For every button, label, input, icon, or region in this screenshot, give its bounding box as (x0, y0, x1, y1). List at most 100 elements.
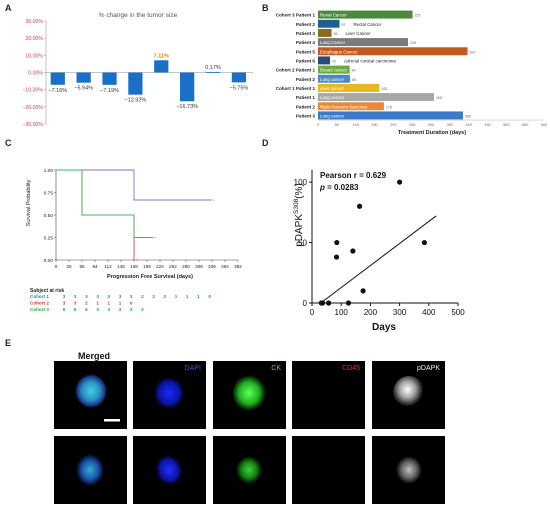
a-bar (50, 72, 65, 85)
risk-cell: 3 (85, 294, 88, 299)
b-patient-label: Patient 1 (296, 95, 316, 100)
d-scatter-point (333, 254, 340, 260)
d-y-tick-label: 50 (298, 239, 307, 248)
c-censor-mark: + (135, 258, 138, 263)
d-scatter-point (350, 248, 356, 254)
risk-cell: 2 (164, 294, 167, 299)
risk-cell: 3 (108, 307, 111, 312)
d-scatter-point (334, 239, 340, 246)
b-value-label: 397 (470, 50, 476, 54)
merged-column-title: Merged (78, 351, 111, 361)
risk-cell: 3 (74, 301, 77, 306)
a-bar (76, 72, 91, 83)
cell-row1-pdapk: pDAPK (372, 361, 445, 429)
b-bar (318, 47, 468, 56)
risk-cell: 1 (119, 301, 122, 306)
b-bar (318, 102, 384, 111)
d-y-tick-label: 0 (303, 299, 308, 308)
pdapk-label: pDAPK (417, 365, 440, 372)
a-data-label: −5.75% (229, 85, 248, 91)
b-cancer-label: Lung Cancer (320, 40, 346, 45)
risk-cell: 6 (63, 307, 66, 312)
b-tick-label: 150 (371, 123, 377, 127)
c-x-tick-label: 140 (117, 264, 125, 269)
b-bar (318, 38, 409, 47)
a-data-label: 7.11% (154, 53, 169, 59)
b-patient-label: Patient 5 (296, 49, 316, 54)
b-tick-label: 500 (503, 123, 509, 127)
chart-d-xlabel: Days (372, 322, 396, 333)
cell-row2-ck (213, 436, 286, 504)
c-y-tick-label: 0.75 (44, 190, 54, 196)
b-cancer-label: Liver cancer (320, 86, 344, 91)
c-y-tick-label: 0.25 (44, 235, 54, 241)
c-x-tick-label: 224 (156, 264, 164, 269)
risk-cell: 3 (119, 307, 122, 312)
b-tick-label: 550 (522, 123, 528, 127)
a-bar (154, 60, 169, 73)
risk-cell: 3 (63, 294, 66, 299)
c-x-tick-label: 112 (104, 264, 112, 269)
c-x-tick-label: 336 (208, 264, 216, 269)
b-tick-label: 200 (390, 123, 396, 127)
risk-row-name: Cohort 1 (30, 294, 49, 299)
a-tick-label: 20.00% (25, 36, 43, 42)
b-value-label: 36 (334, 32, 338, 36)
b-bar (318, 74, 351, 83)
b-cancer-label: Lung cancer (320, 95, 345, 100)
b-value-label: 175 (386, 105, 392, 109)
c-x-tick-label: 252 (169, 264, 177, 269)
d-x-tick-label: 100 (335, 308, 349, 317)
panel-letter-e: E (5, 338, 12, 348)
chart-c-ylabel: Survival Probability (26, 179, 32, 226)
b-value-label: 32 (332, 59, 336, 63)
b-value-label: 239 (410, 41, 416, 45)
b-bar (318, 83, 380, 92)
cell-row2-dapi (133, 436, 206, 504)
d-x-tick-label: 200 (364, 308, 378, 317)
dapi-label: DAPI (184, 365, 201, 372)
b-bar (318, 56, 331, 65)
c-x-tick-label: 392 (234, 264, 242, 269)
c-y-tick-label: 1.00 (44, 168, 54, 174)
b-value-label: 163 (381, 87, 387, 91)
a-data-label: −12.92% (124, 98, 146, 104)
b-patient-label: Patient 3 (296, 31, 316, 36)
a-bar (128, 72, 143, 95)
b-tick-label: 600 (541, 123, 547, 127)
treatment-duration-chart: Cohort 3 Patient 1 Renal Cancer 251 Patient… (276, 10, 547, 136)
b-patient-label: Patient 4 (296, 40, 316, 45)
d-x-tick-label: 300 (393, 308, 407, 317)
chart-d-ylabel: pDAPKS308(%) (293, 183, 305, 247)
b-patient-label: Cohort 1 Patient 1 (276, 86, 316, 91)
risk-cell: 1 (197, 294, 200, 299)
d-scatter-point (356, 203, 363, 209)
risk-cell: 1 (186, 294, 189, 299)
cell-row1-ck: CK (213, 361, 286, 429)
b-bar (318, 19, 340, 28)
a-data-label: −16.73% (176, 104, 198, 110)
a-bar (180, 72, 195, 102)
p-value-symbol: p (319, 183, 325, 192)
b-cancer-label: Lung cancer (320, 113, 345, 118)
a-tick-label: 30.00% (25, 19, 43, 25)
d-scatter-point (360, 288, 366, 294)
b-tick-label: 400 (465, 123, 471, 127)
chart-c-xlabel: Progression Free Survival (days) (107, 274, 193, 280)
b-value-label: 385 (465, 114, 471, 118)
cell-row1-dapi: DAPI (133, 361, 206, 429)
survival-curve-chart: Survival Probability Progression Free Su… (26, 168, 242, 312)
d-scatter-point (421, 239, 428, 246)
a-data-label: 0.17% (205, 65, 221, 71)
d-scatter-point (318, 300, 324, 306)
risk-row-name: Cohort 2 (30, 301, 49, 306)
b-bar (318, 93, 435, 102)
b-patient-label: Patient 2 (296, 22, 316, 27)
a-bar (102, 72, 117, 85)
c-x-tick-label: 196 (143, 264, 151, 269)
b-patient-label: Patient 3 (296, 113, 316, 118)
b-cancer-label: Renal Cancer (320, 13, 347, 18)
c-x-tick-label: 28 (66, 264, 72, 269)
cell-row2-cd45 (292, 436, 365, 504)
b-patient-label: Patient 2 (296, 104, 316, 109)
